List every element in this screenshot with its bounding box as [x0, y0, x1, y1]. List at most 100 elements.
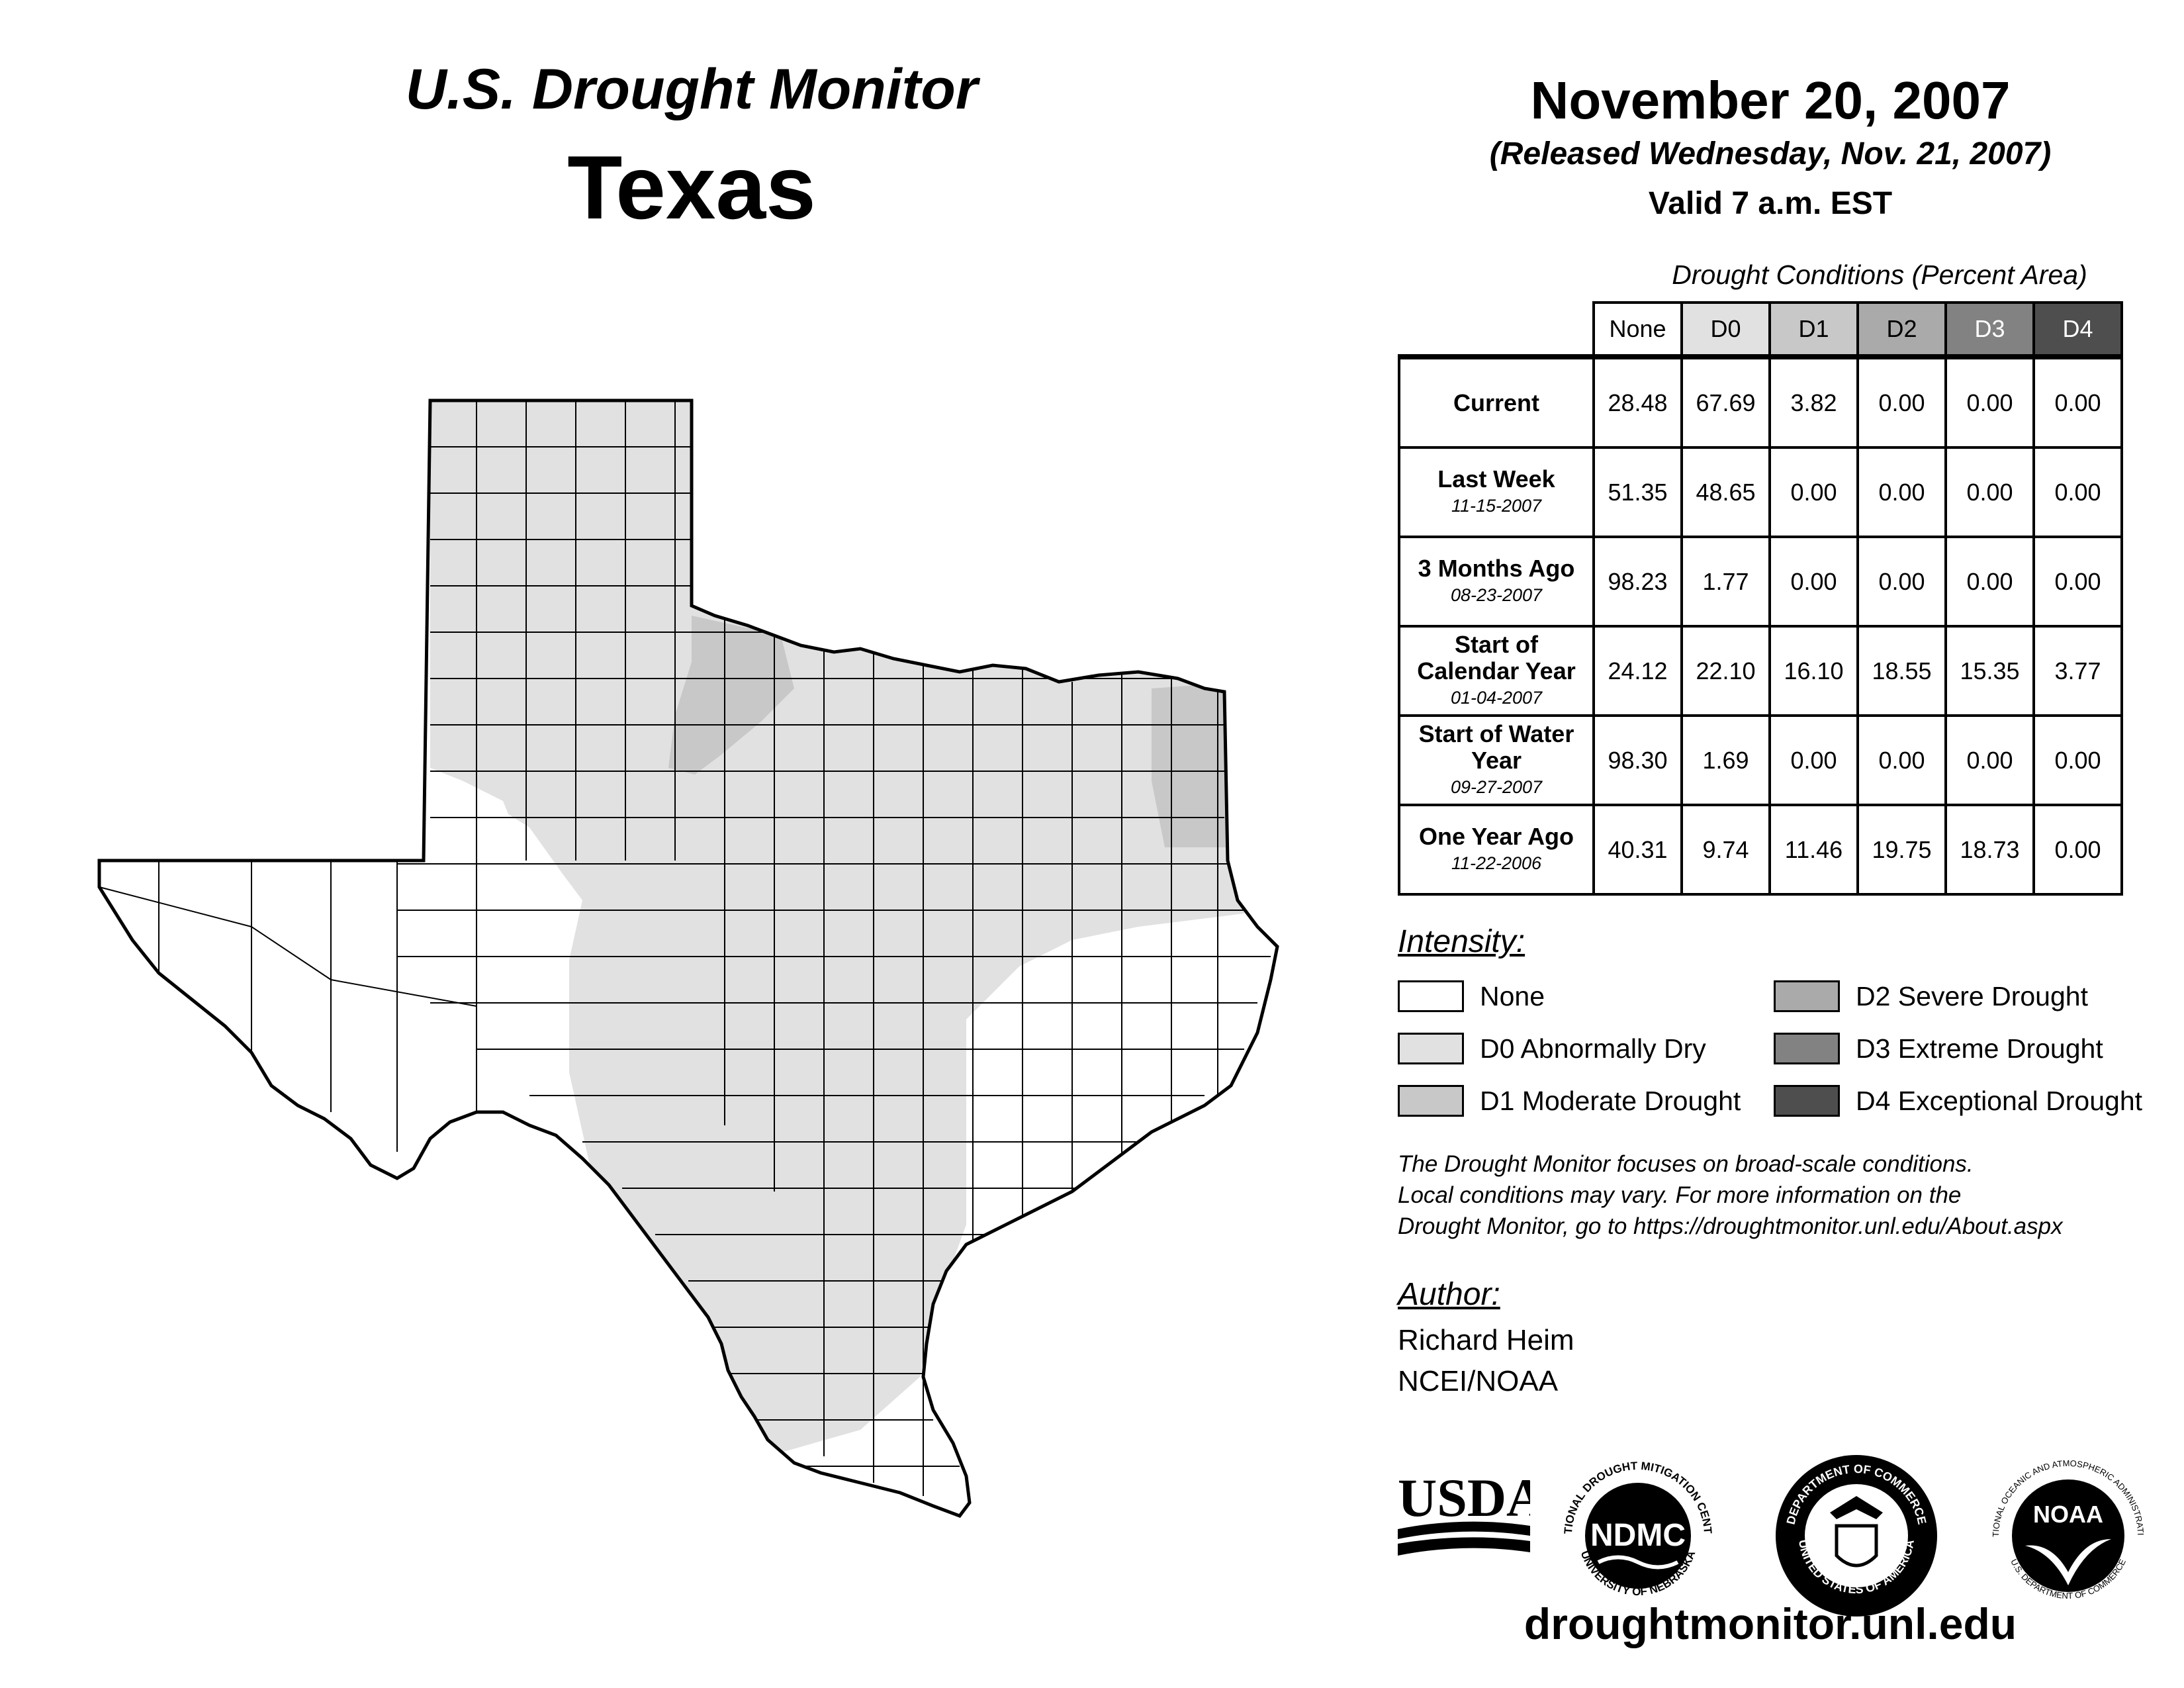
legend-swatch [1774, 1085, 1840, 1117]
row-label: Start of Water Year 09-27-2007 [1398, 714, 1595, 806]
table-cell: 0.00 [1944, 536, 2035, 628]
table-cell: 51.35 [1592, 446, 1683, 538]
table-caption: Drought Conditions (Percent Area) [1672, 259, 2087, 290]
author-name: Richard Heim [1398, 1324, 1574, 1356]
legend-title: Intensity: [1398, 924, 1525, 959]
row-label: One Year Ago 11-22-2006 [1398, 804, 1595, 896]
table-cell: 48.65 [1680, 446, 1771, 538]
col-none: None [1592, 301, 1683, 358]
legend-label: D0 Abnormally Dry [1480, 1033, 1706, 1064]
valid-time: Valid 7 a.m. EST [1648, 186, 1893, 221]
texas-map [97, 399, 1279, 1518]
map-title: U.S. Drought Monitor [405, 58, 978, 121]
legend-swatch [1398, 1033, 1464, 1064]
note-line: Drought Monitor, go to https://droughtmo… [1398, 1213, 2063, 1239]
usda-logo-text: USDA [1398, 1468, 1530, 1528]
table-cell: 16.10 [1768, 625, 1859, 717]
table-cell: 0.00 [1856, 536, 1947, 628]
col-d2: D2 [1856, 301, 1947, 358]
row-date: 11-22-2006 [1451, 853, 1542, 873]
table-cell: 0.00 [1944, 446, 2035, 538]
legend-item-d2: D2 Severe Drought [1774, 978, 2088, 1014]
legend-label: D4 Exceptional Drought [1856, 1085, 2143, 1116]
author-org: NCEI/NOAA [1398, 1365, 1559, 1397]
col-d0: D0 [1680, 301, 1771, 358]
legend-label: D1 Moderate Drought [1480, 1085, 1741, 1116]
row-date: 09-27-2007 [1450, 776, 1543, 797]
legend-item-none: None [1398, 978, 1545, 1014]
d1-region-north-central [668, 616, 794, 774]
legend-label: None [1480, 980, 1545, 1011]
row-date: 11-15-2007 [1451, 495, 1542, 516]
table-cell: 0.00 [2032, 804, 2123, 896]
table-cell: 0.00 [1856, 446, 1947, 538]
note-line: The Drought Monitor focuses on broad-sca… [1398, 1151, 1974, 1177]
row-label: Last Week 11-15-2007 [1398, 446, 1595, 538]
table-row: Current 28.48 67.69 3.82 0.00 0.00 0.00 [1398, 354, 2123, 449]
row-label-text: Start of Water Year [1418, 720, 1574, 774]
noaa-logo-text: NOAA [2033, 1501, 2103, 1528]
table-cell: 11.46 [1768, 804, 1859, 896]
row-label-text: Last Week [1437, 465, 1555, 492]
legend-swatch [1774, 980, 1840, 1012]
row-label: Start of Calendar Year 01-04-2007 [1398, 625, 1595, 717]
row-label-text: One Year Ago [1418, 822, 1574, 850]
table-row: Start of Water Year 09-27-2007 98.30 1.69… [1398, 714, 2123, 806]
table-cell: 40.31 [1592, 804, 1683, 896]
table-cell: 1.77 [1680, 536, 1771, 628]
legend-item-d0: D0 Abnormally Dry [1398, 1031, 1706, 1066]
table-cell: 18.73 [1944, 804, 2035, 896]
d1-region-northeast [1152, 682, 1244, 847]
legend-label: D3 Extreme Drought [1856, 1033, 2103, 1064]
noaa-logo: NATIONAL OCEANIC AND ATMOSPHERIC ADMINIS… [1979, 1446, 2146, 1601]
table-cell: 0.00 [2032, 354, 2123, 449]
row-label-text: Current [1453, 389, 1539, 416]
row-label-text: Start of Calendar Year [1417, 630, 1576, 684]
site-url: droughtmonitor.unl.edu [1524, 1599, 2017, 1648]
table-cell: 0.00 [2032, 446, 2123, 538]
row-label: Current [1398, 354, 1595, 449]
disclaimer-note: The Drought Monitor focuses on broad-sca… [1398, 1149, 2179, 1242]
col-d1: D1 [1768, 301, 1859, 358]
col-d4: D4 [2032, 301, 2123, 358]
table-cell: 98.30 [1592, 714, 1683, 806]
ndmc-logo: NATIONAL DROUGHT MITIGATION CENTER UNIVE… [1549, 1446, 1714, 1598]
texas-outline [97, 399, 1279, 1518]
legend-item-d1: D1 Moderate Drought [1398, 1083, 1741, 1119]
table-cell: 19.75 [1856, 804, 1947, 896]
note-line: Local conditions may vary. For more info… [1398, 1182, 1962, 1208]
table-cell: 67.69 [1680, 354, 1771, 449]
table-cell: 15.35 [1944, 625, 2035, 717]
table-cell: 22.10 [1680, 625, 1771, 717]
legend-swatch [1774, 1033, 1840, 1064]
table-row: 3 Months Ago 08-23-2007 98.23 1.77 0.00 0… [1398, 536, 2123, 628]
table-cell: 0.00 [1944, 354, 2035, 449]
table-cell: 0.00 [1768, 714, 1859, 806]
county-lines [99, 400, 1271, 1496]
table-corner [1399, 303, 1594, 358]
table-row: One Year Ago 11-22-2006 40.31 9.74 11.46 … [1398, 804, 2123, 896]
table-cell: 28.48 [1592, 354, 1683, 449]
legend-swatch [1398, 980, 1464, 1012]
row-date: 08-23-2007 [1450, 585, 1543, 605]
row-label: 3 Months Ago 08-23-2007 [1398, 536, 1595, 628]
table-cell: 0.00 [1856, 354, 1947, 449]
table-cell: 24.12 [1592, 625, 1683, 717]
table-row: Last Week 11-15-2007 51.35 48.65 0.00 0.0… [1398, 446, 2123, 538]
ndmc-logo-text: NDMC [1590, 1518, 1686, 1553]
col-d3: D3 [1944, 301, 2035, 358]
legend-item-d3: D3 Extreme Drought [1774, 1031, 2103, 1066]
state-title: Texas [567, 137, 816, 238]
release-date: (Released Wednesday, Nov. 21, 2007) [1489, 136, 2052, 171]
table-cell: 3.82 [1768, 354, 1859, 449]
table-cell: 0.00 [1768, 446, 1859, 538]
legend-item-d4: D4 Exceptional Drought [1774, 1083, 2142, 1119]
table-cell: 0.00 [2032, 536, 2123, 628]
table-cell: 3.77 [2032, 625, 2123, 717]
table-cell: 0.00 [2032, 714, 2123, 806]
row-date: 01-04-2007 [1450, 687, 1543, 708]
map-date: November 20, 2007 [1530, 71, 2011, 130]
table-cell: 1.69 [1680, 714, 1771, 806]
table-cell: 0.00 [1944, 714, 2035, 806]
table-cell: 9.74 [1680, 804, 1771, 896]
